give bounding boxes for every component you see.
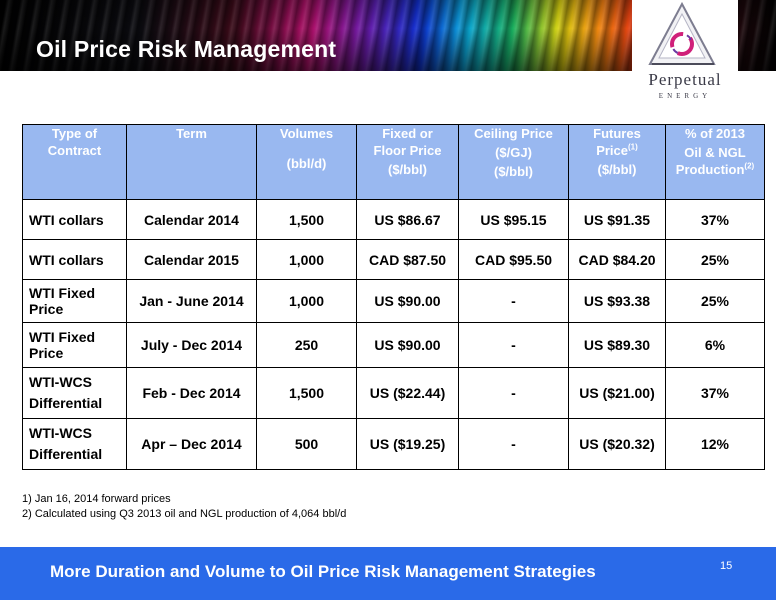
- footer-bar: More Duration and Volume to Oil Price Ri…: [0, 547, 776, 600]
- cell-futures-price: US ($20.32): [568, 418, 666, 470]
- cell-term: Jan - June 2014: [126, 279, 257, 323]
- header-volumes: Volumes (bbl/d): [256, 124, 357, 200]
- table-row: WTI Fixed Price July - Dec 2014 250 US $…: [22, 322, 765, 368]
- cell-fixed-floor-price: US $86.67: [356, 199, 459, 240]
- cell-contract-type: WTI-WCS Differential: [22, 367, 127, 419]
- cell-contract-type: WTI-WCS Differential: [22, 418, 127, 470]
- cell-volumes: 1,500: [256, 367, 357, 419]
- cell-fixed-floor-price: US ($22.44): [356, 367, 459, 419]
- cell-ceiling-price: -: [458, 367, 569, 419]
- table-row: WTI Fixed Price Jan - June 2014 1,000 US…: [22, 279, 765, 323]
- cell-fixed-floor-price: CAD $87.50: [356, 239, 459, 280]
- logo-subtitle: ENERGY: [658, 92, 712, 100]
- cell-volumes: 250: [256, 322, 357, 368]
- page-number: 15: [720, 560, 733, 572]
- cell-ceiling-price: -: [458, 322, 569, 368]
- table-row: WTI collars Calendar 2015 1,000 CAD $87.…: [22, 239, 765, 280]
- cell-fixed-floor-price: US $90.00: [356, 322, 459, 368]
- cell-term: July - Dec 2014: [126, 322, 257, 368]
- footer-tagline: More Duration and Volume to Oil Price Ri…: [50, 562, 596, 581]
- cell-contract-type: WTI collars: [22, 199, 127, 240]
- cell-volumes: 1,000: [256, 239, 357, 280]
- cell-term: Apr – Dec 2014: [126, 418, 257, 470]
- header-term: Term: [126, 124, 257, 200]
- cell-volumes: 500: [256, 418, 357, 470]
- cell-contract-type: WTI Fixed Price: [22, 322, 127, 368]
- table-row: WTI-WCS Differential Feb - Dec 2014 1,50…: [22, 367, 765, 419]
- cell-fixed-floor-price: US $90.00: [356, 279, 459, 323]
- table-row: WTI collars Calendar 2014 1,500 US $86.6…: [22, 199, 765, 240]
- cell-production-percent: 25%: [665, 279, 765, 323]
- footnotes: 1) Jan 16, 2014 forward prices 2) Calcul…: [22, 492, 346, 522]
- cell-contract-type: WTI collars: [22, 239, 127, 280]
- triangle-logo-icon: [648, 1, 716, 65]
- footnote: 1) Jan 16, 2014 forward prices: [22, 493, 171, 505]
- footnote: 2) Calculated using Q3 2013 oil and NGL …: [22, 508, 347, 520]
- cell-term: Calendar 2015: [126, 239, 257, 280]
- table-header-row: Type of Contract Term Volumes (bbl/d) Fi…: [22, 124, 765, 200]
- cell-volumes: 1,000: [256, 279, 357, 323]
- cell-futures-price: US $93.38: [568, 279, 666, 323]
- cell-contract-type: WTI Fixed Price: [22, 279, 127, 323]
- header-ceiling-price: Ceiling Price ($/GJ) ($/bbl): [458, 124, 569, 200]
- cell-ceiling-price: -: [458, 279, 569, 323]
- cell-term: Calendar 2014: [126, 199, 257, 240]
- cell-term: Feb - Dec 2014: [126, 367, 257, 419]
- cell-volumes: 1,500: [256, 199, 357, 240]
- hedge-table: Type of Contract Term Volumes (bbl/d) Fi…: [22, 124, 765, 470]
- cell-production-percent: 12%: [665, 418, 765, 470]
- header-production-percent: % of 2013 Oil & NGL Production(2): [665, 124, 765, 200]
- table-row: WTI-WCS Differential Apr – Dec 2014 500 …: [22, 418, 765, 470]
- cell-ceiling-price: -: [458, 418, 569, 470]
- cell-production-percent: 25%: [665, 239, 765, 280]
- cell-futures-price: US ($21.00): [568, 367, 666, 419]
- page-title: Oil Price Risk Management: [36, 36, 337, 62]
- cell-ceiling-price: CAD $95.50: [458, 239, 569, 280]
- cell-futures-price: CAD $84.20: [568, 239, 666, 280]
- cell-production-percent: 37%: [665, 367, 765, 419]
- perpetual-energy-logo: Perpetual ENERGY: [632, 0, 738, 102]
- cell-production-percent: 6%: [665, 322, 765, 368]
- cell-ceiling-price: US $95.15: [458, 199, 569, 240]
- cell-futures-price: US $91.35: [568, 199, 666, 240]
- cell-fixed-floor-price: US ($19.25): [356, 418, 459, 470]
- logo-wordmark: Perpetual: [648, 70, 722, 89]
- cell-production-percent: 37%: [665, 199, 765, 240]
- header-fixed-floor-price: Fixed or Floor Price ($/bbl): [356, 124, 459, 200]
- header-futures-price: Futures Price(1) ($/bbl): [568, 124, 666, 200]
- header-contract-type: Type of Contract: [22, 124, 127, 200]
- cell-futures-price: US $89.30: [568, 322, 666, 368]
